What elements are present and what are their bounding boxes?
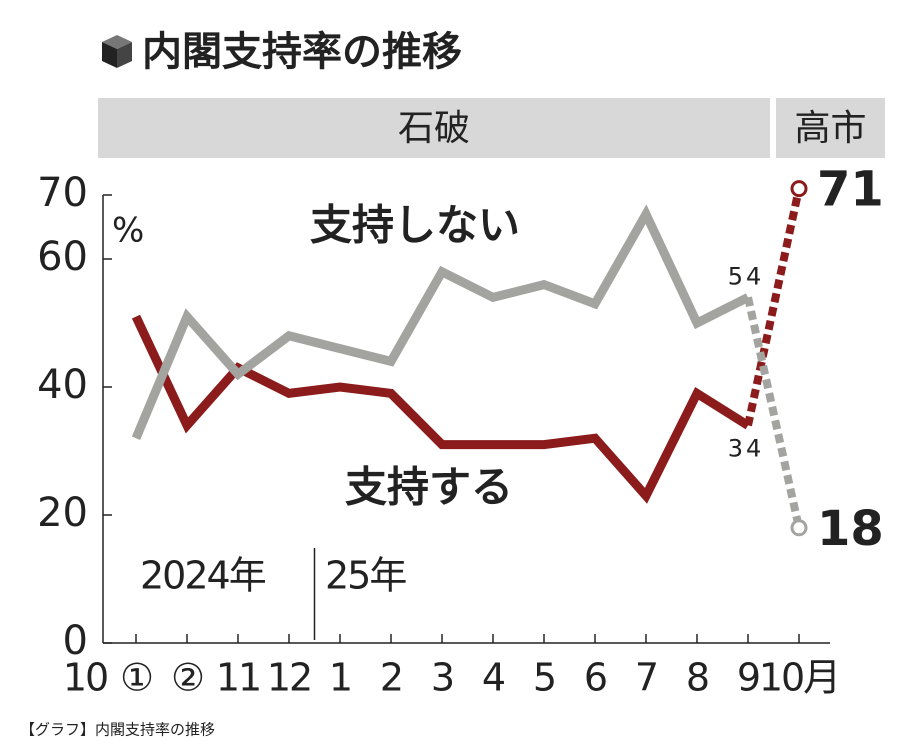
title-icon bbox=[102, 35, 132, 68]
series-line bbox=[131, 204, 751, 440]
x-tick-label: 7 bbox=[635, 656, 657, 700]
era-band bbox=[98, 98, 770, 158]
year-label: 25年 bbox=[325, 554, 406, 598]
caption: 【グラフ】内閣支持率の推移 bbox=[20, 721, 215, 739]
series-point bbox=[790, 519, 808, 537]
series-line-dashed bbox=[744, 296, 803, 529]
chart-title: 内閣支持率の推移 bbox=[142, 29, 462, 75]
x-tick-label: ② bbox=[171, 656, 203, 700]
series-point bbox=[790, 180, 808, 198]
era-band bbox=[776, 98, 885, 158]
era-label: 石破 bbox=[398, 108, 470, 149]
era-label: 高市 bbox=[794, 108, 866, 149]
x-tick-label: 10 bbox=[63, 656, 107, 700]
x-tick-label: 10月 bbox=[759, 656, 839, 700]
series-line-dashed bbox=[744, 187, 803, 427]
x-tick-label: 1 bbox=[329, 656, 351, 700]
y-tick-label: 70 bbox=[37, 170, 88, 216]
x-tick-label: 5 bbox=[533, 656, 555, 700]
series-name: 支持しない bbox=[310, 201, 520, 250]
y-tick-label: 40 bbox=[37, 362, 88, 408]
x-tick-label: 8 bbox=[686, 656, 708, 700]
x-tick-label: ① bbox=[120, 656, 152, 700]
x-tick-label: 4 bbox=[482, 656, 505, 700]
data-label: 71 bbox=[817, 162, 884, 218]
x-tick-label: 6 bbox=[584, 656, 606, 700]
x-tick-label: 11 bbox=[216, 656, 260, 700]
unit-label: % bbox=[112, 211, 144, 251]
y-tick-label: 20 bbox=[37, 490, 88, 536]
x-tick-label: 12 bbox=[267, 656, 311, 700]
year-label: 2024年 bbox=[140, 554, 266, 598]
series-name: 支持する bbox=[345, 463, 513, 512]
data-label: 34 bbox=[728, 434, 765, 462]
data-label: 18 bbox=[817, 501, 884, 557]
y-tick-label: 0 bbox=[63, 618, 88, 664]
data-label: 54 bbox=[728, 262, 765, 290]
y-tick-label: 60 bbox=[37, 234, 88, 280]
x-tick-label: 3 bbox=[431, 656, 453, 700]
x-tick-label: 9 bbox=[737, 656, 759, 700]
x-tick-label: 2 bbox=[380, 656, 402, 700]
